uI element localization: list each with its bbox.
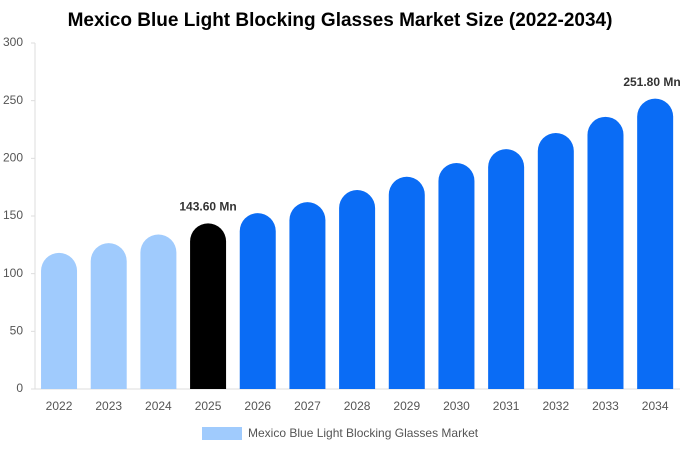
chart-title: Mexico Blue Light Blocking Glasses Marke…	[68, 10, 613, 31]
x-tick-label: 2028	[344, 399, 371, 413]
x-tick-label: 2026	[244, 399, 271, 413]
value-label: 143.60 Mn	[179, 200, 236, 214]
x-tick-label: 2032	[542, 399, 569, 413]
value-label: 251.80 Mn	[623, 75, 680, 89]
y-tick-label: 300	[3, 35, 23, 49]
legend-label: Mexico Blue Light Blocking Glasses Marke…	[248, 426, 479, 440]
y-tick-label: 100	[3, 266, 23, 280]
bar	[488, 149, 525, 389]
bar	[587, 116, 624, 389]
bar	[388, 176, 425, 389]
bar	[637, 98, 674, 389]
y-tick-label: 200	[3, 151, 23, 165]
bar	[537, 132, 574, 389]
y-tick-label: 250	[3, 93, 23, 107]
bar	[140, 234, 177, 389]
y-tick-label: 0	[16, 381, 23, 395]
x-tick-label: 2033	[592, 399, 619, 413]
x-tick-label: 2023	[95, 399, 122, 413]
bar	[239, 213, 276, 389]
x-tick-label: 2025	[195, 399, 222, 413]
x-tick-label: 2030	[443, 399, 470, 413]
x-tick-label: 2031	[493, 399, 520, 413]
x-tick-label: 2024	[145, 399, 172, 413]
bar	[438, 162, 475, 389]
legend-swatch	[202, 427, 242, 440]
x-tick-label: 2029	[393, 399, 420, 413]
x-tick-label: 2034	[642, 399, 669, 413]
bar	[339, 190, 376, 389]
y-tick-label: 150	[3, 208, 23, 222]
bar	[41, 252, 78, 389]
x-tick-label: 2027	[294, 399, 321, 413]
bar	[90, 243, 127, 389]
y-tick-label: 50	[10, 324, 24, 338]
x-tick-label: 2022	[46, 399, 73, 413]
bar	[289, 202, 326, 389]
bar	[190, 223, 227, 389]
